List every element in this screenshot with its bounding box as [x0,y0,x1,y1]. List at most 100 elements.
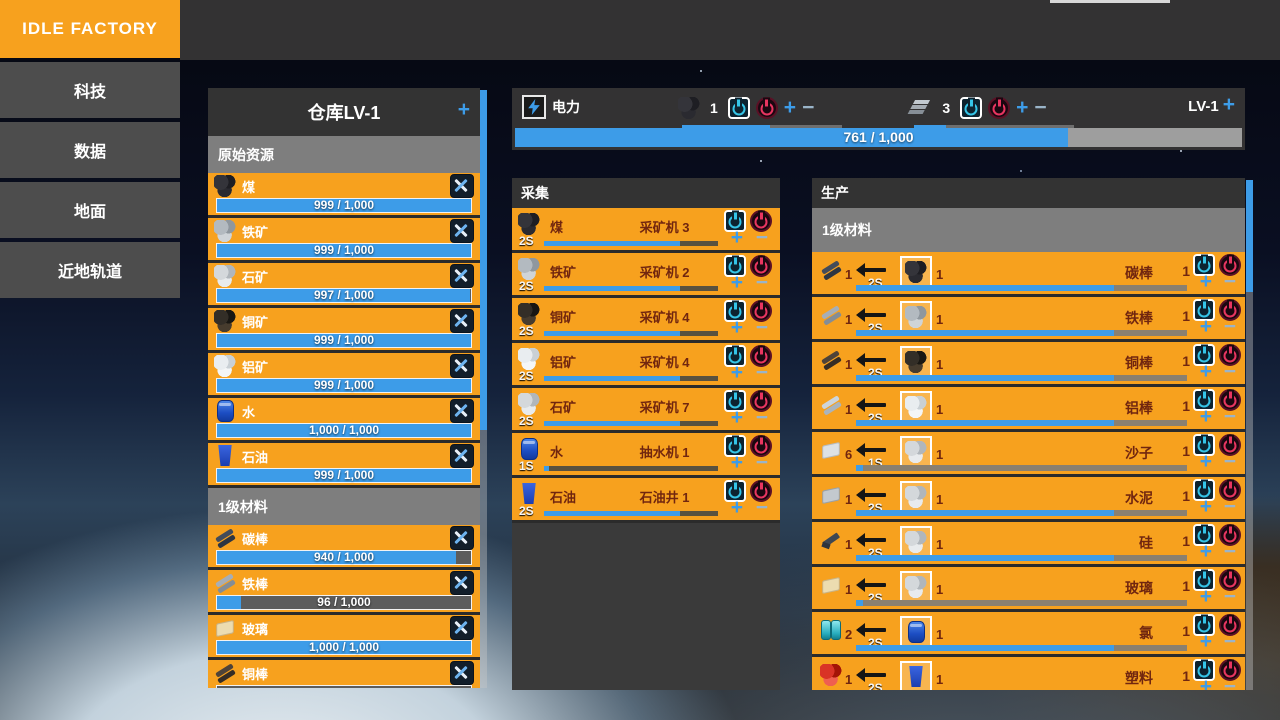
machine-on-button[interactable] [724,210,746,232]
sidebar-item[interactable]: 科技 [0,62,180,118]
machine-remove-button[interactable]: − [1223,270,1236,293]
machine-off-button[interactable] [1219,569,1241,591]
power-upgrade-button[interactable]: + [1222,93,1235,116]
machine-remove-button[interactable]: − [755,451,768,474]
generator-off-button[interactable] [988,97,1011,119]
machine-remove-button[interactable]: − [1223,540,1236,563]
generator-add-button[interactable]: + [1016,96,1029,119]
machine-off-button[interactable] [1219,479,1241,501]
input-slot[interactable] [900,346,932,378]
machine-add-button[interactable]: + [1199,540,1212,563]
machine-off-button[interactable] [1219,344,1241,366]
machine-add-button[interactable]: + [730,271,743,294]
machine-off-button[interactable] [750,300,772,322]
machine-add-button[interactable]: + [730,406,743,429]
machine-off-button[interactable] [750,390,772,412]
input-slot[interactable] [900,391,932,423]
machine-add-button[interactable]: + [1199,360,1212,383]
machine-on-button[interactable] [1193,434,1215,456]
machine-on-button[interactable] [724,300,746,322]
input-slot[interactable] [900,256,932,288]
machine-remove-button[interactable]: − [1223,315,1236,338]
generator-off-button[interactable] [755,97,778,119]
machine-add-button[interactable]: + [730,451,743,474]
machine-off-button[interactable] [750,435,772,457]
production-scrollbar-thumb[interactable] [1246,180,1253,292]
machine-remove-button[interactable]: − [1223,630,1236,653]
tools-upgrade-button[interactable] [450,571,474,595]
machine-add-button[interactable]: + [1199,495,1212,518]
machine-on-button[interactable] [1193,569,1215,591]
machine-off-button[interactable] [1219,524,1241,546]
machine-off-button[interactable] [1219,434,1241,456]
tools-upgrade-button[interactable] [450,264,474,288]
machine-off-button[interactable] [1219,299,1241,321]
machine-remove-button[interactable]: − [755,271,768,294]
machine-on-button[interactable] [1193,614,1215,636]
machine-off-button[interactable] [750,345,772,367]
machine-off-button[interactable] [750,480,772,502]
tools-upgrade-button[interactable] [450,444,474,468]
machine-add-button[interactable]: + [1199,585,1212,608]
machine-on-button[interactable] [1193,659,1215,681]
machine-remove-button[interactable]: − [755,226,768,249]
machine-add-button[interactable]: + [730,316,743,339]
warehouse-scrollbar-thumb[interactable] [480,90,487,430]
sidebar-item[interactable]: 数据 [0,122,180,178]
machine-off-button[interactable] [1219,389,1241,411]
machine-off-button[interactable] [1219,614,1241,636]
tools-upgrade-button[interactable] [450,616,474,640]
machine-on-button[interactable] [724,345,746,367]
input-slot[interactable] [900,481,932,513]
input-slot[interactable] [900,661,932,690]
tools-upgrade-button[interactable] [450,526,474,550]
machine-off-button[interactable] [750,210,772,232]
machine-on-button[interactable] [1193,254,1215,276]
machine-remove-button[interactable]: − [755,496,768,519]
machine-add-button[interactable]: + [1199,630,1212,653]
machine-on-button[interactable] [1193,389,1215,411]
machine-remove-button[interactable]: − [755,316,768,339]
generator-on-button[interactable] [960,97,983,119]
machine-remove-button[interactable]: − [1223,585,1236,608]
warehouse-scrollbar[interactable] [480,90,487,688]
machine-remove-button[interactable]: − [755,361,768,384]
generator-remove-button[interactable]: − [1034,96,1047,119]
machine-on-button[interactable] [1193,524,1215,546]
machine-add-button[interactable]: + [730,496,743,519]
input-slot[interactable] [900,526,932,558]
machine-off-button[interactable] [1219,659,1241,681]
machine-on-button[interactable] [1193,299,1215,321]
machine-off-button[interactable] [1219,254,1241,276]
machine-on-button[interactable] [724,255,746,277]
machine-add-button[interactable]: + [730,361,743,384]
machine-add-button[interactable]: + [1199,405,1212,428]
input-slot[interactable] [900,436,932,468]
machine-on-button[interactable] [1193,479,1215,501]
machine-remove-button[interactable]: − [1223,360,1236,383]
machine-remove-button[interactable]: − [755,406,768,429]
machine-on-button[interactable] [724,435,746,457]
generator-on-button[interactable] [727,97,750,119]
tools-upgrade-button[interactable] [450,354,474,378]
generator-add-button[interactable]: + [783,96,797,119]
tools-upgrade-button[interactable] [450,174,474,198]
machine-add-button[interactable]: + [1199,675,1212,690]
machine-on-button[interactable] [724,390,746,412]
machine-on-button[interactable] [1193,344,1215,366]
warehouse-add-button[interactable]: + [457,98,470,121]
machine-remove-button[interactable]: − [1223,675,1236,690]
machine-off-button[interactable] [750,255,772,277]
tools-upgrade-button[interactable] [450,219,474,243]
input-slot[interactable] [900,301,932,333]
machine-on-button[interactable] [724,480,746,502]
machine-remove-button[interactable]: − [1223,405,1236,428]
tools-upgrade-button[interactable] [450,399,474,423]
sidebar-item[interactable]: 近地轨道 [0,242,180,298]
machine-add-button[interactable]: + [730,226,743,249]
tools-upgrade-button[interactable] [450,309,474,333]
machine-add-button[interactable]: + [1199,315,1212,338]
tools-upgrade-button[interactable] [450,661,474,685]
generator-remove-button[interactable]: − [802,96,815,119]
machine-remove-button[interactable]: − [1223,495,1236,518]
